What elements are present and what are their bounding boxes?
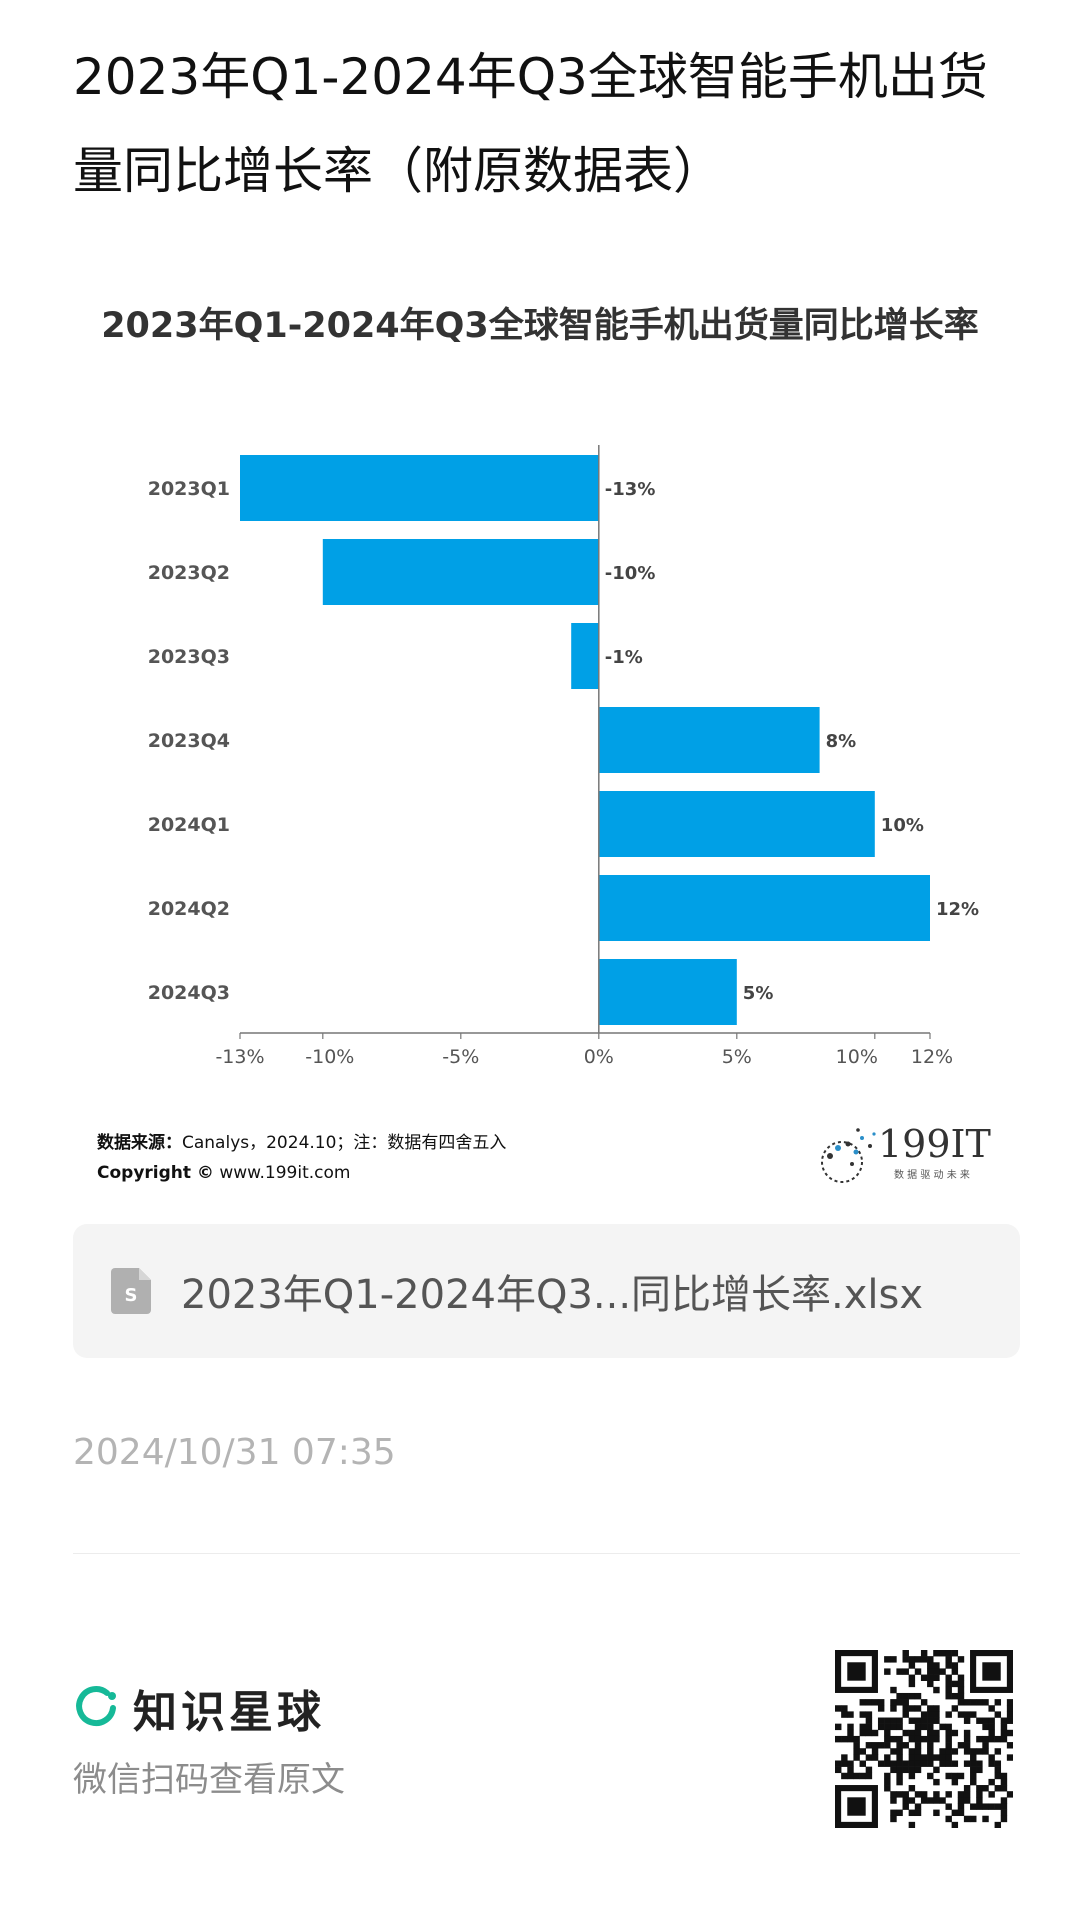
chart-title: 2023年Q1-2024年Q3全球智能手机出货量同比增长率 — [101, 305, 979, 346]
data-label: -10% — [605, 563, 656, 584]
attachment-card[interactable]: S 2023年Q1-2024年Q3...同比增长率.xlsx — [73, 1224, 1020, 1358]
svg-text:S: S — [125, 1285, 138, 1306]
bar-2024Q1 — [598, 791, 875, 857]
logo-text: 199IT — [878, 1122, 991, 1166]
post-title: 2023年Q1-2024年Q3全球智能手机出货量同比增长率（附原数据表） — [73, 48, 988, 200]
divider — [73, 1553, 1020, 1554]
qr-code[interactable] — [835, 1650, 1013, 1828]
bar-2023Q3 — [571, 623, 599, 689]
source-text: Canalys，2024.10；注：数据有四舍五入 — [182, 1133, 507, 1153]
x-tick-label: -10% — [305, 1046, 354, 1068]
bar-2024Q2 — [598, 875, 930, 941]
data-label: -1% — [605, 647, 643, 668]
scan-hint: 微信扫码查看原文 — [73, 1760, 345, 1800]
zsxq-ring-logo-icon — [76, 1686, 116, 1726]
brand-name: 知识星球 — [133, 1687, 325, 1738]
y-tick-label: 2024Q1 — [148, 814, 230, 836]
x-tick-label: 12% — [911, 1046, 953, 1068]
y-tick-label: 2024Q2 — [148, 898, 230, 920]
bar-2024Q3 — [598, 959, 737, 1025]
x-tick-label: 0% — [584, 1046, 614, 1068]
bar-2023Q1 — [240, 455, 599, 521]
attachment-file-name: 2023年Q1-2024年Q3...同比增长率.xlsx — [181, 1272, 924, 1318]
x-tick-label: -5% — [442, 1046, 479, 1068]
y-tick-label: 2023Q1 — [148, 478, 230, 500]
199it-logo: 199IT 数 据 驱 动 未 来 — [812, 1112, 1012, 1188]
data-label: 8% — [826, 731, 857, 752]
x-tick-label: -13% — [215, 1046, 264, 1068]
y-tick-label: 2023Q2 — [148, 562, 230, 584]
data-label: 12% — [936, 899, 979, 920]
logo-tagline: 数 据 驱 动 未 来 — [894, 1168, 970, 1181]
bar-2023Q2 — [322, 539, 599, 605]
x-tick-label: 5% — [722, 1046, 752, 1068]
data-label: 5% — [743, 983, 774, 1004]
dandelion-icon — [821, 1128, 876, 1183]
chart-source: 数据来源：Canalys，2024.10；注：数据有四舍五入 Copyright… — [97, 1128, 506, 1188]
chart-svg: 2023年Q1-2024年Q3全球智能手机出货量同比增长率 2023Q1 -13% 2… — [101, 305, 979, 1068]
data-label: 10% — [881, 815, 924, 836]
y-tick-label: 2023Q3 — [148, 646, 230, 668]
y-tick-label: 2024Q3 — [148, 982, 230, 1004]
y-tick-label: 2023Q4 — [148, 730, 230, 752]
bar-chart: 2023年Q1-2024年Q3全球智能手机出货量同比增长率 2023Q1 -13% 2… — [0, 280, 1080, 1200]
brand: 知识星球 — [73, 1676, 325, 1740]
source-label: 数据来源： — [97, 1133, 182, 1153]
post-timestamp: 2024/10/31 07:35 — [73, 1432, 396, 1473]
spreadsheet-file-icon: S — [111, 1268, 151, 1314]
copyright-label: Copyright © — [97, 1163, 214, 1183]
bar-2023Q4 — [598, 707, 820, 773]
copyright-url: www.199it.com — [219, 1163, 351, 1183]
data-label: -13% — [605, 479, 656, 500]
x-tick-label: 10% — [836, 1046, 878, 1068]
